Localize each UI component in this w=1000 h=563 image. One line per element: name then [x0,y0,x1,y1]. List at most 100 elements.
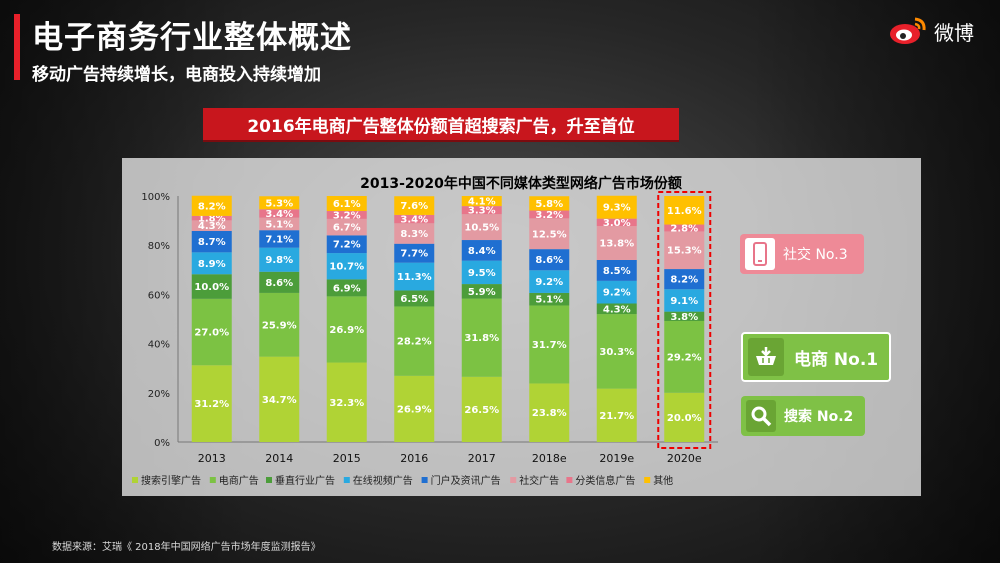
data-label: 7.6% [400,201,428,212]
legend-marker [421,477,428,483]
bar-segment [394,262,435,291]
legend-marker [209,477,216,483]
page-title: 电子商务行业整体概述 [32,20,352,56]
cart-icon-box [748,338,784,376]
x-tick-label: 2019e [599,452,634,465]
data-label: 9.5% [468,268,496,279]
bar-segment [259,247,300,272]
data-label: 5.1% [265,219,293,230]
bar-segment [664,196,705,225]
legend-label: 垂直行业广告 [275,474,335,487]
x-tick-label: 2016 [400,452,428,465]
bar-segment [461,376,502,442]
bar-segment [191,195,232,216]
magnifier-icon [751,406,772,427]
bar-segment [191,230,232,253]
y-tick-label: 80% [148,241,170,252]
bar-segment [461,298,502,377]
legend-marker [266,477,272,483]
y-tick-label: 40% [148,340,170,351]
data-label: 8.2% [670,275,698,286]
bar-segment [596,195,637,219]
y-tick-label: 100% [141,192,170,203]
data-label: 3.3% [468,206,496,217]
highlight-box [657,191,712,449]
legend-marker [644,477,651,483]
bar-segment [326,362,367,442]
data-label: 26.5% [464,405,499,416]
brand-name: 微博 [934,20,974,45]
data-label: 15.3% [667,246,702,257]
data-label: 4.3% [198,221,226,232]
data-label: 25.9% [262,320,297,331]
bar-segment [596,314,637,389]
bar-segment [326,196,367,212]
bar-segment [191,298,232,366]
bar-segment [596,388,637,442]
legend-label: 社交广告 [519,474,559,487]
bar-segment [529,196,570,211]
data-label: 31.2% [194,399,229,410]
bar-segment [191,220,232,231]
data-label: 3.4% [400,215,428,226]
magnifier-icon-box [746,400,776,432]
bar-segment [191,215,232,221]
data-label: 9.2% [535,277,563,288]
callout-ecommerce: 电商 No.1 [741,332,891,382]
data-label: 26.9% [397,404,432,415]
data-label: 8.3% [400,229,428,240]
data-label: 6.7% [333,223,361,234]
data-label: 29.2% [667,352,702,363]
bar-segment [664,224,705,232]
bar-segment [259,271,300,293]
data-label: 10.0% [194,282,229,293]
bar-segment [529,305,570,384]
bar-segment [191,365,232,442]
callout-ecommerce-label: 电商 No.1 [794,349,879,370]
bar-segment [191,274,232,299]
data-label: 8.6% [535,255,563,266]
bar-segment [664,311,705,321]
bar-segment [394,214,435,224]
data-label: 28.2% [397,337,432,348]
data-label: 6.1% [333,199,361,210]
data-label: 11.3% [397,272,432,283]
bar-segment [664,320,705,393]
data-label: 34.7% [262,395,297,406]
data-label: 20.0% [667,413,702,424]
data-label: 8.2% [198,201,226,212]
bar-segment [529,383,570,442]
bar-segment [664,231,705,270]
bar-segment [529,249,570,271]
bar-segment [529,210,570,219]
bar-segment [191,252,232,275]
data-label: 5.9% [468,287,496,298]
bar-segment [596,259,637,281]
x-tick-label: 2014 [265,452,293,465]
bar-segment [664,269,705,290]
bar-segment [596,226,637,260]
bar-segment [664,392,705,442]
data-label: 8.7% [198,237,226,248]
data-label: 6.9% [333,283,361,294]
data-label: 9.8% [265,255,293,266]
bar-segment [326,279,367,297]
x-tick-label: 2013 [198,452,226,465]
data-label: 3.2% [535,210,563,221]
y-tick-label: 60% [148,290,170,301]
bar-segment [461,206,502,215]
x-tick-label: 2018e [532,452,567,465]
data-label: 7.2% [333,240,361,251]
phone-icon [753,242,767,266]
legend-label: 在线视频广告 [353,474,413,487]
data-label: 3.0% [603,218,631,229]
bar-segment [394,243,435,263]
data-label: 8.4% [468,246,496,257]
x-tick-label: 2015 [333,452,361,465]
chart-panel: 2013-2020年中国不同媒体类型网络广告市场份额 0% 20% 40% 60% 80%… [122,158,921,496]
callout-social-label: 社交 No.3 [783,247,848,263]
stacked-bar-chart: 2013-2020年中国不同媒体类型网络广告市场份额 0% 20% 40% 60% 80%… [132,175,718,487]
bar-segment [394,223,435,244]
bar-segment [259,217,300,231]
data-label: 7.1% [265,234,293,245]
